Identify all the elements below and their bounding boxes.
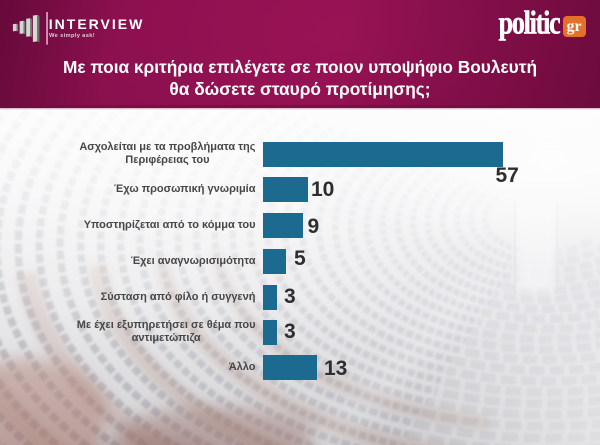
svg-text:INTERVIEW: INTERVIEW: [49, 16, 145, 32]
svg-text:We simply ask!: We simply ask!: [49, 33, 95, 39]
